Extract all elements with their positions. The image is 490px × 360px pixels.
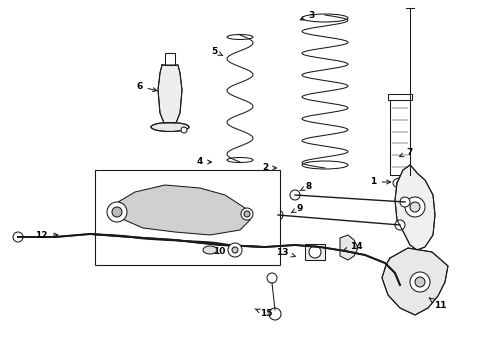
Ellipse shape xyxy=(227,158,253,162)
Polygon shape xyxy=(158,65,182,123)
Text: 4: 4 xyxy=(197,158,212,166)
Bar xyxy=(165,53,175,65)
Bar xyxy=(388,94,412,100)
Circle shape xyxy=(400,197,410,207)
Bar xyxy=(95,170,280,265)
Text: 12: 12 xyxy=(35,230,58,239)
Ellipse shape xyxy=(302,161,348,169)
Circle shape xyxy=(107,202,127,222)
Text: 11: 11 xyxy=(429,298,447,310)
Text: 9: 9 xyxy=(291,204,303,213)
Polygon shape xyxy=(382,248,448,315)
Ellipse shape xyxy=(405,197,425,217)
Circle shape xyxy=(232,247,238,253)
Circle shape xyxy=(181,127,187,133)
Ellipse shape xyxy=(397,180,403,185)
Text: 8: 8 xyxy=(300,182,312,191)
Circle shape xyxy=(309,246,321,258)
Ellipse shape xyxy=(151,122,189,131)
Polygon shape xyxy=(113,185,250,235)
Circle shape xyxy=(269,308,281,320)
Circle shape xyxy=(13,232,23,242)
Text: 14: 14 xyxy=(343,242,363,251)
Ellipse shape xyxy=(241,208,253,220)
Circle shape xyxy=(415,277,425,287)
Circle shape xyxy=(290,190,300,200)
Circle shape xyxy=(112,207,122,217)
Ellipse shape xyxy=(410,202,420,212)
Polygon shape xyxy=(340,235,358,260)
Circle shape xyxy=(228,243,242,257)
Text: 15: 15 xyxy=(255,309,273,318)
Circle shape xyxy=(273,210,283,220)
Ellipse shape xyxy=(203,246,217,254)
Text: 5: 5 xyxy=(211,47,223,56)
Circle shape xyxy=(267,273,277,283)
Ellipse shape xyxy=(244,211,250,217)
Bar xyxy=(305,244,325,260)
Text: 1: 1 xyxy=(370,177,391,186)
Text: 7: 7 xyxy=(399,148,413,157)
Text: 6: 6 xyxy=(136,82,157,91)
Polygon shape xyxy=(395,165,435,250)
Text: 2: 2 xyxy=(262,163,276,172)
Circle shape xyxy=(395,220,405,230)
Text: 3: 3 xyxy=(300,11,315,20)
Text: 10: 10 xyxy=(213,247,232,256)
FancyBboxPatch shape xyxy=(390,100,410,175)
Ellipse shape xyxy=(227,35,253,40)
Text: 13: 13 xyxy=(276,248,295,257)
Ellipse shape xyxy=(302,14,348,22)
Ellipse shape xyxy=(393,178,407,188)
Circle shape xyxy=(410,272,430,292)
